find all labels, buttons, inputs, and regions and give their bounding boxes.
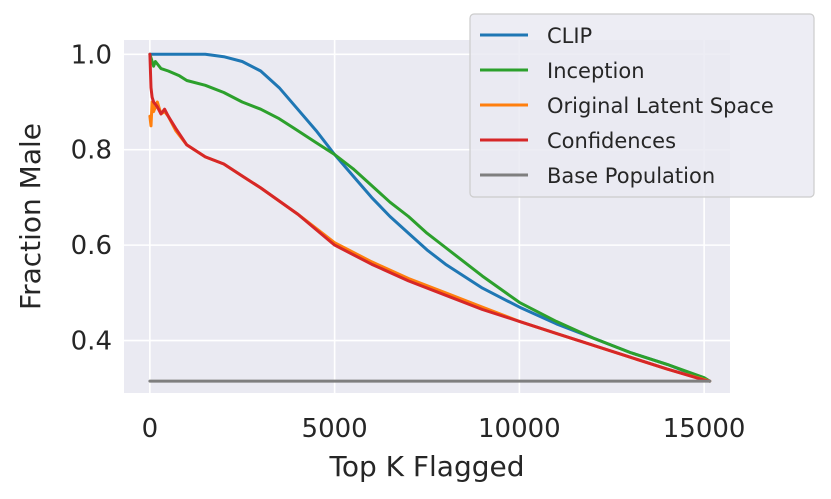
legend-box (469, 13, 815, 198)
y-tick-label: 0.4 (71, 327, 112, 357)
y-tick-label: 1.0 (71, 40, 112, 70)
x-tick-label: 0 (142, 414, 159, 444)
legend-label: Inception (547, 59, 645, 83)
legend-label: Confidences (547, 129, 676, 153)
legend-label: Original Latent Space (547, 94, 774, 118)
x-tick-labels: 0 5000 10000 15000 (142, 414, 746, 444)
x-axis-label: Top K Flagged (328, 450, 524, 483)
x-tick-label: 5000 (302, 414, 368, 444)
y-tick-label: 0.8 (71, 136, 112, 166)
y-axis-label: Fraction Male (14, 123, 47, 310)
legend-label: Base Population (547, 164, 715, 188)
legend-label: CLIP (547, 24, 592, 48)
y-tick-label: 0.6 (71, 231, 112, 261)
y-tick-labels: 0.4 0.6 0.8 1.0 (71, 40, 112, 356)
legend: CLIP Inception Original Latent Space Confid… (469, 13, 815, 198)
x-tick-label: 15000 (663, 414, 746, 444)
x-tick-label: 10000 (478, 414, 561, 444)
series-line (148, 52, 712, 383)
series-line (148, 52, 712, 383)
series-lines (148, 52, 712, 383)
